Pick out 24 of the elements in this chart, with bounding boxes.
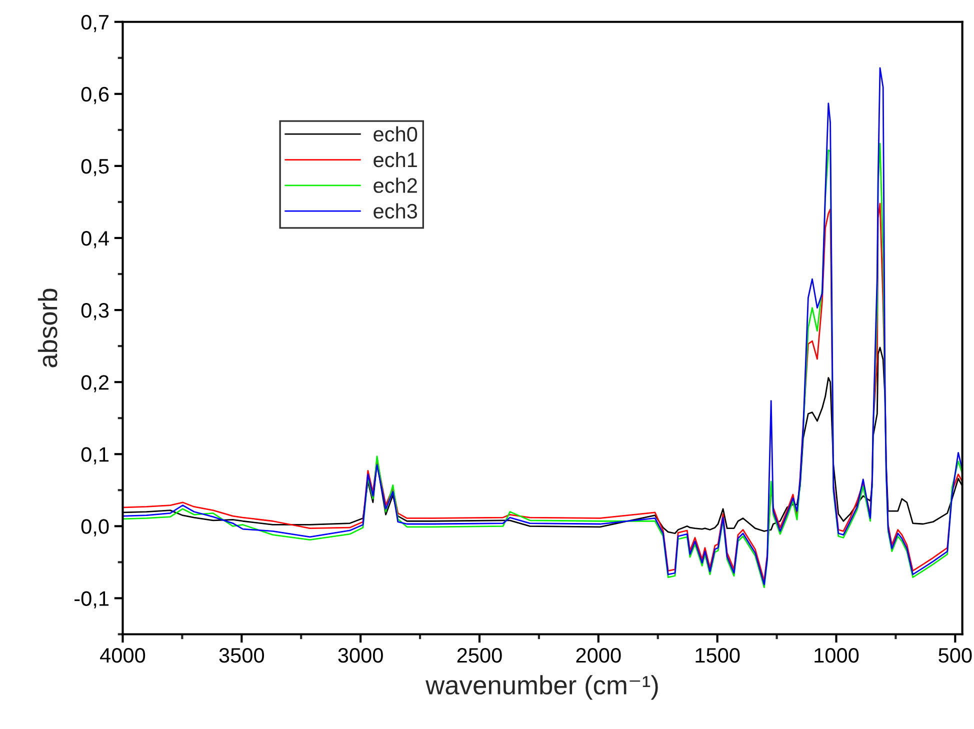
legend-label: ech0: [374, 126, 418, 142]
y-tick-label: 0,4: [81, 231, 109, 248]
x-tick-label: 500: [938, 648, 972, 663]
x-tick-label: 4000: [100, 648, 146, 663]
y-tick-label: 0,2: [81, 375, 108, 392]
x-tick-label: 2000: [576, 648, 621, 663]
x-tick-label: 2500: [457, 648, 502, 663]
x-tick-label: 1000: [814, 648, 859, 663]
line-series: [122, 67, 962, 586]
y-tick-label: 0,6: [81, 86, 109, 104]
legend-label: ech1: [374, 152, 417, 168]
y-tick-label: 0,7: [81, 14, 108, 32]
y-tick-label: 0,0: [81, 519, 109, 536]
y-tick-label: 0,1: [81, 447, 109, 464]
legend-label: ech2: [374, 178, 417, 193]
x-axis-title: wavenumber (cm⁻¹): [426, 675, 658, 700]
y-tick-label: 0,3: [81, 303, 109, 320]
x-tick-label: 3500: [219, 648, 264, 663]
x-tick-label: 3000: [338, 648, 383, 663]
y-tick-label: -0,1: [74, 591, 109, 608]
y-tick-label: 0,5: [81, 158, 109, 176]
legend-label: ech3: [374, 203, 418, 219]
y-axis-title: absorb: [38, 288, 58, 368]
x-tick-label: 1500: [696, 648, 740, 663]
